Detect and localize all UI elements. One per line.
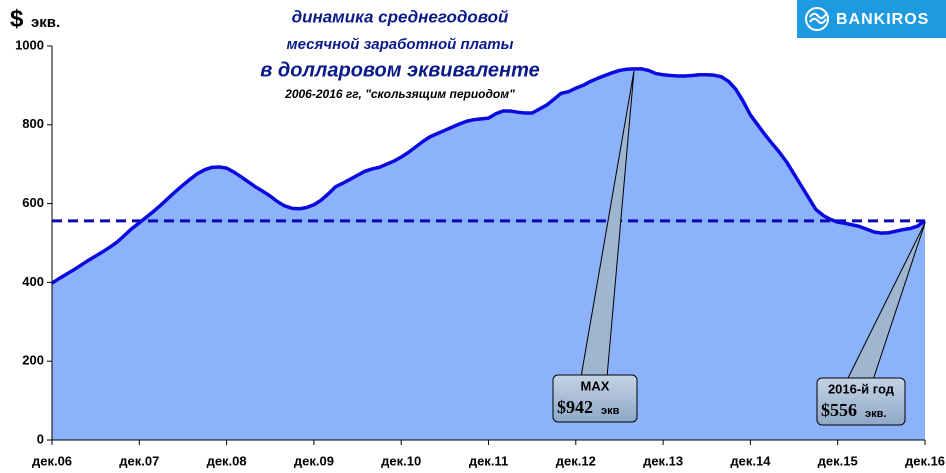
callout-label: MAX [581, 378, 610, 393]
callout-box [552, 374, 638, 423]
chart-subtitle: месячной заработной платы [287, 36, 514, 53]
x-tick-label: дек.12 [556, 453, 596, 468]
chart-subtitle: в долларовом эквиваленте [260, 59, 539, 81]
y-axis-unit: экв. [31, 14, 60, 31]
x-tick-label: дек.06 [32, 453, 72, 468]
area-fill [52, 68, 925, 440]
callout-unit: экв [601, 405, 620, 417]
y-tick-label: 800 [22, 116, 44, 131]
logo-icon [805, 7, 829, 31]
logo-icon [809, 12, 827, 25]
logo-text: BANKIROS [836, 11, 929, 28]
x-tick-label: дек.13 [643, 453, 683, 468]
callout-box [816, 377, 906, 426]
plot [51, 67, 927, 440]
y-axis-symbol: $ [10, 5, 24, 32]
logo: BANKIROS [797, 0, 946, 38]
callout-value: $556 [821, 400, 857, 420]
x-tick-label: дек.09 [294, 453, 334, 468]
callout-value: $942 [557, 397, 593, 417]
x-tick-label: дек.08 [207, 453, 247, 468]
chart-subtitle: 2006-2016 гг, "скользящим периодом" [284, 87, 515, 101]
x-tick-label: дек.07 [119, 453, 159, 468]
y-tick-label: 200 [22, 353, 44, 368]
x-tick-label: дек.10 [381, 453, 421, 468]
y-tick-label: 1000 [15, 37, 44, 52]
y-tick-label: 600 [22, 195, 44, 210]
callout-label: 2016-й год [828, 381, 895, 396]
line [51, 67, 927, 285]
x-tick-label: дек.16 [905, 453, 945, 468]
chart-title: динамика среднегодовой [292, 7, 509, 26]
x-tick-label: дек.11 [469, 453, 508, 468]
x-tick-label: дек.14 [730, 453, 771, 468]
x-tick-label: дек.15 [818, 453, 858, 468]
y-tick-label: 0 [37, 431, 44, 446]
callout-unit: экв. [865, 408, 886, 420]
y-tick-label: 400 [22, 274, 44, 289]
